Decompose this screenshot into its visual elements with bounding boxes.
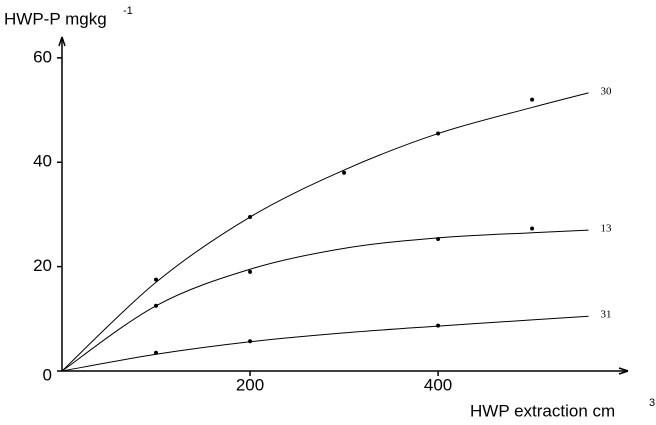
x-axis-label: HWP extraction cm	[470, 401, 615, 420]
data-point	[248, 339, 253, 344]
x-tick-label: 200	[236, 375, 264, 394]
fit-curve	[61, 315, 589, 372]
data-point	[436, 131, 441, 136]
data-point	[154, 303, 159, 308]
y-tick-label: 60	[33, 47, 52, 66]
fit-curve	[61, 92, 589, 372]
data-point	[154, 277, 159, 282]
y-tick-label: 20	[33, 256, 52, 275]
data-point	[342, 170, 347, 175]
data-point	[530, 226, 535, 231]
data-point	[154, 350, 159, 355]
series-label: 31	[601, 309, 612, 321]
x-tick-label: 400	[424, 375, 452, 394]
series-label: 13	[601, 223, 613, 235]
y-axis-label-sup: -1	[123, 5, 133, 17]
data-point	[436, 323, 441, 328]
x-axis-arrow	[618, 367, 629, 375]
data-point	[248, 215, 253, 220]
y-axis-label: HWP-P mgkg	[4, 9, 107, 28]
y-axis-arrow	[58, 36, 66, 47]
y-tick-label: 0	[43, 365, 52, 384]
data-point	[436, 236, 441, 241]
data-point	[530, 97, 535, 102]
series-label: 30	[601, 85, 613, 97]
fit-curve	[61, 229, 589, 372]
y-tick-label: 40	[33, 152, 52, 171]
x-axis-label-sup: 3	[649, 397, 655, 409]
data-point	[248, 269, 253, 274]
